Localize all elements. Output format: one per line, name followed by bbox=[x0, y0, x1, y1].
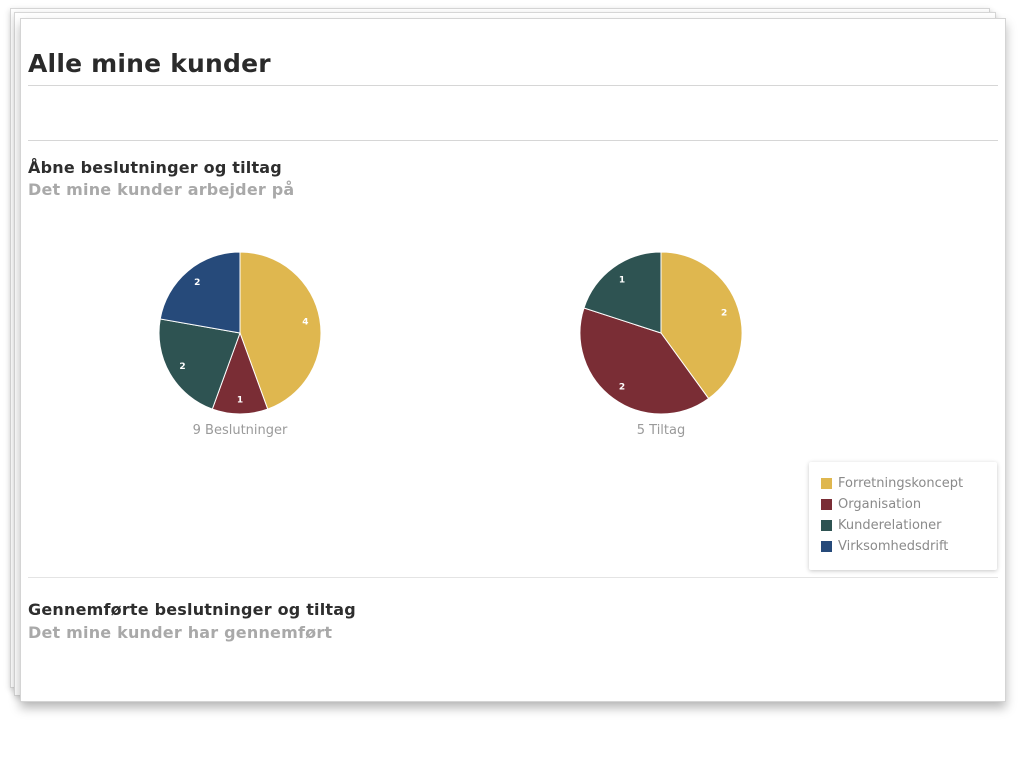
decisions-pie-caption: 9 Beslutninger bbox=[192, 423, 288, 438]
divider bbox=[28, 140, 998, 141]
pie-slice-kunderelationer[interactable] bbox=[583, 251, 662, 334]
pie-slice-forretningskoncept[interactable] bbox=[239, 251, 322, 410]
legend-label: Virksomhedsdrift bbox=[838, 538, 949, 554]
divider bbox=[28, 577, 998, 578]
pie-slice-kunderelationer[interactable] bbox=[158, 318, 241, 410]
legend-swatch bbox=[821, 498, 832, 510]
legend-item[interactable]: Kunderelationer bbox=[821, 516, 942, 534]
open-section-title: Åbne beslutninger og tiltag bbox=[28, 158, 282, 177]
pie-slice-value-label: 2 bbox=[179, 362, 185, 372]
pie-slice-value-label: 4 bbox=[302, 317, 308, 327]
legend-swatch bbox=[821, 540, 832, 552]
legend-item[interactable]: Organisation bbox=[821, 495, 921, 513]
actions-pie-svg: 2 2 1 bbox=[579, 251, 743, 415]
legend-label: Kunderelationer bbox=[838, 517, 942, 533]
pie-slice-value-label: 2 bbox=[721, 308, 727, 318]
pie-slice-forretningskoncept[interactable] bbox=[660, 251, 743, 400]
actions-pie-chart: 2 2 1 bbox=[579, 251, 743, 415]
decisions-pie-svg: 4 1 2 2 bbox=[158, 251, 322, 415]
dashboard-page: Alle mine kunder Åbne beslutninger og ti… bbox=[20, 18, 1006, 702]
legend-label: Organisation bbox=[838, 496, 922, 512]
pie-slice-organisation[interactable] bbox=[579, 307, 710, 415]
actions-pie-caption: 5 Tiltag bbox=[636, 423, 686, 438]
legend-item[interactable]: Forretningskoncept bbox=[821, 474, 963, 492]
legend-label: Forretningskoncept bbox=[838, 475, 964, 491]
decisions-pie-chart: 4 1 2 2 bbox=[158, 251, 322, 415]
open-section-subtitle: Det mine kunder arbejder på bbox=[28, 180, 295, 199]
page-title: Alle mine kunder bbox=[28, 49, 271, 78]
pie-slice-value-label: 2 bbox=[619, 383, 625, 393]
pie-slice-value-label: 1 bbox=[237, 395, 243, 405]
pie-slice-value-label: 1 bbox=[619, 275, 625, 285]
completed-section-subtitle: Det mine kunder har gennemført bbox=[28, 623, 333, 642]
legend-swatch bbox=[821, 519, 832, 531]
pie-slice-value-label: 2 bbox=[194, 278, 200, 288]
chart-legend: Forretningskoncept Organisation Kunderel… bbox=[809, 462, 997, 570]
completed-section-title: Gennemførte beslutninger og tiltag bbox=[28, 600, 356, 619]
legend-swatch bbox=[821, 477, 832, 489]
legend-item[interactable]: Virksomhedsdrift bbox=[821, 537, 948, 555]
pie-slice-virksomhedsdrift[interactable] bbox=[159, 251, 241, 334]
divider bbox=[28, 85, 998, 86]
